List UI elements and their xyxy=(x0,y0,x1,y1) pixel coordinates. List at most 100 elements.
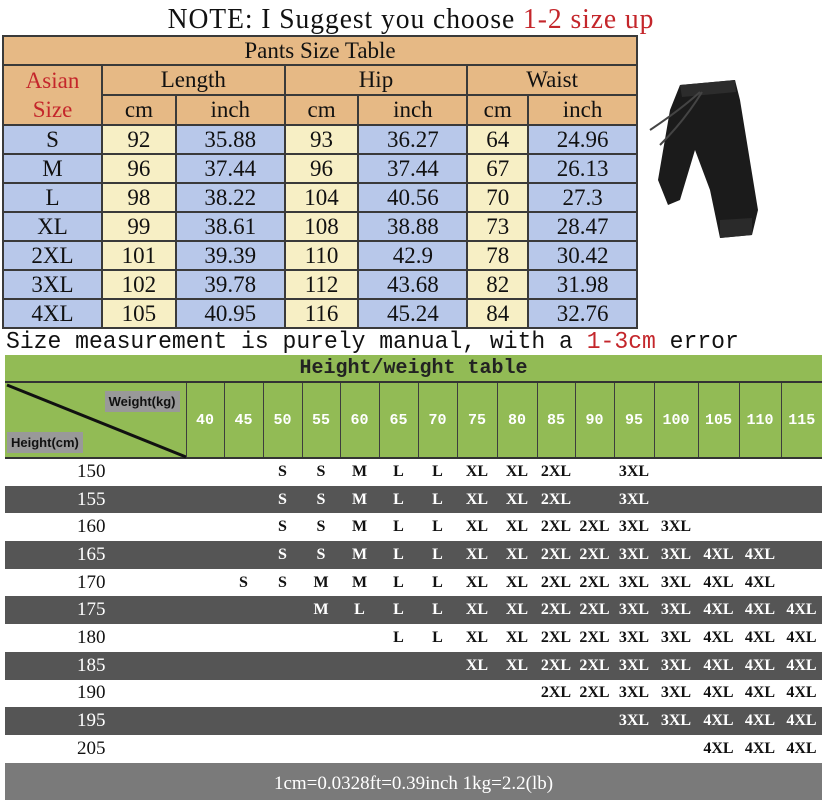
size-cell: XL xyxy=(457,513,497,542)
unit-header: cm xyxy=(101,94,177,126)
measurement-cell: 37.44 xyxy=(174,153,286,184)
size-cell xyxy=(340,707,379,735)
size-cell: L xyxy=(418,541,457,569)
size-row: 3XL 102 39.78 112 43.68 82 31.98 xyxy=(2,269,638,300)
size-cell: L xyxy=(379,541,418,569)
size-cell xyxy=(263,651,302,680)
size-cell xyxy=(186,624,224,652)
measurement-cell: 38.88 xyxy=(357,211,469,242)
size-cell xyxy=(224,707,263,735)
weight-header: 85 xyxy=(536,382,575,459)
measurement-cell: 93 xyxy=(283,124,360,155)
size-cell: 4XL xyxy=(698,651,739,680)
unit-header: inch xyxy=(174,94,286,126)
size-cell: L xyxy=(418,485,457,514)
measure-highlight: 1-3cm xyxy=(586,329,656,356)
size-cell xyxy=(781,513,822,542)
size-cell xyxy=(224,541,263,569)
size-cell: XL xyxy=(457,624,497,652)
size-cell: 2XL xyxy=(537,513,575,542)
unit-header: inch xyxy=(357,94,469,126)
measurement-cell: 96 xyxy=(101,153,177,184)
size-cell xyxy=(224,596,263,625)
size-cell: M xyxy=(340,513,379,542)
size-cell: XL xyxy=(457,485,497,514)
weight-header: 90 xyxy=(574,382,614,459)
measurement-cell: 70 xyxy=(466,182,530,213)
size-cell xyxy=(263,734,302,763)
size-cell xyxy=(340,679,379,708)
size-cell: 4XL xyxy=(698,624,739,652)
measurement-cell: 101 xyxy=(101,240,177,271)
size-cell: M xyxy=(302,568,340,597)
measurement-cell: 30.42 xyxy=(527,240,638,271)
pants-size-table: Pants Size Table Asian Size Length Hip W… xyxy=(2,35,638,329)
size-cell xyxy=(224,458,263,486)
size-cell xyxy=(379,679,418,708)
size-cell: L xyxy=(418,596,457,625)
size-row: M 96 37.44 96 37.44 67 26.13 xyxy=(2,153,638,184)
measurement-cell: 28.47 xyxy=(527,211,638,242)
note-text: NOTE: I Suggest you choose xyxy=(167,3,524,35)
height-row: 195 3XL 3XL 4XL 4XL 4XL xyxy=(5,707,822,735)
size-cell xyxy=(186,568,224,597)
size-cell xyxy=(263,624,302,652)
size-cell: 2XL xyxy=(537,596,575,625)
note-heading: NOTE: I Suggest you choose 1-2 size up xyxy=(21,0,802,35)
size-cell: 4XL xyxy=(781,734,822,763)
size-cell xyxy=(186,707,224,735)
size-cell: 3XL xyxy=(614,458,654,486)
size-cell: 3XL xyxy=(614,679,654,708)
measure-suffix: error xyxy=(655,329,739,356)
hw-table-title: Height/weight table xyxy=(5,355,822,383)
size-cell: XL xyxy=(497,458,537,486)
size-cell xyxy=(575,458,614,486)
size-cell: 4XL xyxy=(781,651,822,680)
size-cell: XL xyxy=(497,541,537,569)
weight-header: 70 xyxy=(417,382,457,459)
size-cell xyxy=(575,734,614,763)
size-cell xyxy=(340,734,379,763)
weight-header: 40 xyxy=(185,382,224,459)
size-cell: 4XL xyxy=(781,679,822,708)
size-cell: XL xyxy=(497,596,537,625)
measurement-cell: 105 xyxy=(101,298,177,329)
size-cell xyxy=(224,624,263,652)
size-cell: 3XL xyxy=(614,707,654,735)
size-cell: L xyxy=(340,596,379,625)
size-cell: L xyxy=(379,568,418,597)
size-cell xyxy=(186,679,224,708)
conversion-footer: 1cm=0.0328ft=0.39inch 1kg=2.2(lb) xyxy=(5,763,822,800)
size-cell xyxy=(224,485,263,514)
size-cell xyxy=(781,485,822,514)
size-cell xyxy=(781,458,822,486)
size-cell: 2XL xyxy=(575,513,614,542)
height-row: 165 S S M L L XL XL 2XL 2XL 3XL 3XL 4XL 4XL xyxy=(5,541,822,569)
hip-header: Hip xyxy=(283,64,469,96)
size-cell: L xyxy=(379,624,418,652)
size-cell: 4XL xyxy=(698,541,739,569)
size-cell xyxy=(739,485,781,514)
size-cell xyxy=(457,734,497,763)
measurement-cell: 104 xyxy=(283,182,360,213)
size-cell: M xyxy=(340,541,379,569)
weight-header: 110 xyxy=(738,382,781,459)
size-cell: XL xyxy=(497,568,537,597)
height-value: 185 xyxy=(5,651,186,680)
length-header: Length xyxy=(101,64,286,96)
size-cell: XL xyxy=(457,568,497,597)
size-cell: 4XL xyxy=(739,679,781,708)
weight-header: 80 xyxy=(496,382,537,459)
size-cell: 3XL xyxy=(654,513,698,542)
size-cell: L xyxy=(418,513,457,542)
size-cell: 3XL xyxy=(654,679,698,708)
measurement-cell: 92 xyxy=(101,124,177,155)
size-cell: 3XL xyxy=(654,541,698,569)
size-cell: 4XL xyxy=(739,707,781,735)
size-cell xyxy=(537,734,575,763)
size-cell xyxy=(302,707,340,735)
size-cell: L xyxy=(418,568,457,597)
size-cell: 3XL xyxy=(654,707,698,735)
height-value: 170 xyxy=(5,568,186,597)
size-cell xyxy=(186,541,224,569)
